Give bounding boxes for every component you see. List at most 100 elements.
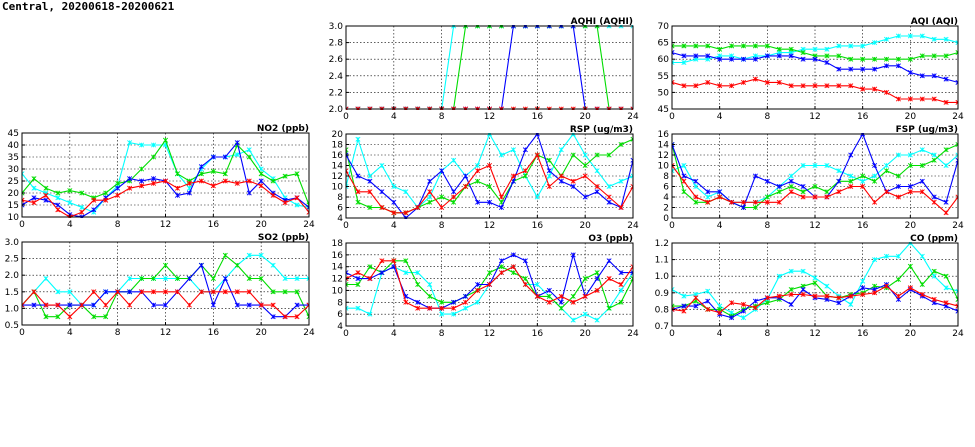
data-point-blue xyxy=(836,178,842,184)
y-tick-label: 10 xyxy=(658,162,670,172)
data-point-green xyxy=(67,188,73,194)
data-point-cyan xyxy=(403,189,409,195)
data-point-cyan xyxy=(836,168,842,174)
data-point-green xyxy=(630,136,633,142)
data-point-red xyxy=(463,183,469,190)
data-point-red xyxy=(294,314,300,320)
y-tick-label: 40 xyxy=(8,141,20,151)
x-tick-label: 12 xyxy=(484,112,495,122)
y-tick-label: 1.0 xyxy=(655,272,670,282)
data-point-red xyxy=(943,99,949,105)
x-tick-label: 20 xyxy=(579,112,591,122)
data-point-cyan xyxy=(475,299,481,305)
data-point-red xyxy=(379,204,385,211)
data-point-red xyxy=(55,207,61,213)
data-point-cyan xyxy=(872,257,878,263)
data-point-red xyxy=(246,289,252,295)
data-point-red xyxy=(752,199,758,205)
data-point-red xyxy=(693,295,699,301)
data-point-blue xyxy=(931,73,937,79)
data-point-red xyxy=(919,189,925,195)
data-point-green xyxy=(22,190,25,196)
x-tick-label: 16 xyxy=(208,220,220,230)
data-point-blue xyxy=(570,183,576,190)
data-point-blue xyxy=(955,157,958,163)
data-point-cyan xyxy=(534,194,540,200)
data-point-red xyxy=(824,194,830,200)
y-tick-label: 8 xyxy=(663,172,669,182)
data-point-red xyxy=(764,79,770,85)
data-point-red xyxy=(872,290,878,296)
data-point-green xyxy=(860,56,866,62)
data-point-blue xyxy=(681,173,687,179)
data-point-red xyxy=(693,194,699,200)
data-point-blue xyxy=(475,281,481,288)
data-point-red xyxy=(151,180,157,186)
data-point-red xyxy=(427,189,433,195)
data-point-red xyxy=(127,185,133,191)
x-tick-label: 12 xyxy=(160,328,171,338)
data-point-green xyxy=(681,189,687,195)
x-tick-label: 20 xyxy=(905,221,917,231)
data-point-cyan xyxy=(31,185,37,191)
data-point-blue xyxy=(860,66,866,72)
data-point-red xyxy=(282,314,288,320)
data-point-cyan xyxy=(630,25,633,29)
data-point-red xyxy=(681,83,687,89)
data-point-red xyxy=(630,106,633,110)
data-point-green xyxy=(860,173,866,179)
y-tick-label: 2.0 xyxy=(329,105,344,115)
data-point-blue xyxy=(895,63,901,69)
data-point-green xyxy=(486,270,493,276)
data-point-red xyxy=(812,83,818,89)
data-point-green xyxy=(955,141,958,148)
data-point-red xyxy=(151,289,157,295)
data-point-blue xyxy=(31,195,37,201)
data-point-blue xyxy=(558,299,564,305)
data-point-cyan xyxy=(234,152,240,158)
y-tick-label: 2 xyxy=(663,204,669,214)
data-point-red xyxy=(883,89,890,95)
data-point-blue xyxy=(848,152,854,158)
data-point-red xyxy=(955,99,958,105)
data-point-blue xyxy=(31,302,37,308)
data-point-green xyxy=(258,276,264,282)
x-tick-label: 24 xyxy=(303,220,315,230)
data-point-blue xyxy=(943,199,949,205)
x-tick-label: 4 xyxy=(391,112,397,122)
data-point-green xyxy=(234,262,240,268)
data-point-blue xyxy=(594,276,600,282)
data-point-red xyxy=(681,178,687,184)
y-tick-label: 4 xyxy=(337,214,343,224)
data-point-cyan xyxy=(895,33,901,39)
x-tick-label: 16 xyxy=(532,112,544,122)
data-point-green xyxy=(812,280,818,286)
data-point-red xyxy=(115,192,121,198)
data-point-blue xyxy=(931,194,937,200)
data-point-red xyxy=(836,83,842,89)
data-point-blue xyxy=(776,183,782,190)
data-point-cyan xyxy=(872,173,878,179)
x-tick-label: 4 xyxy=(717,221,723,231)
data-point-green xyxy=(367,264,373,270)
data-point-red xyxy=(91,197,97,203)
data-point-cyan xyxy=(246,147,252,153)
data-point-green xyxy=(427,199,433,205)
data-point-cyan xyxy=(812,275,818,281)
data-point-green xyxy=(729,43,735,49)
data-point-green xyxy=(162,137,169,143)
data-point-cyan xyxy=(162,276,169,282)
data-point-cyan xyxy=(693,183,699,190)
y-tick-label: 4 xyxy=(337,322,343,332)
data-point-blue xyxy=(22,202,25,208)
data-point-cyan xyxy=(943,36,949,42)
data-point-blue xyxy=(306,204,309,210)
data-point-red xyxy=(439,204,445,211)
x-tick-label: 16 xyxy=(857,329,869,339)
data-point-red xyxy=(860,183,866,190)
data-point-green xyxy=(210,276,216,282)
y-tick-label: 4 xyxy=(663,193,669,203)
data-point-red xyxy=(872,86,878,92)
data-point-blue xyxy=(800,286,806,292)
